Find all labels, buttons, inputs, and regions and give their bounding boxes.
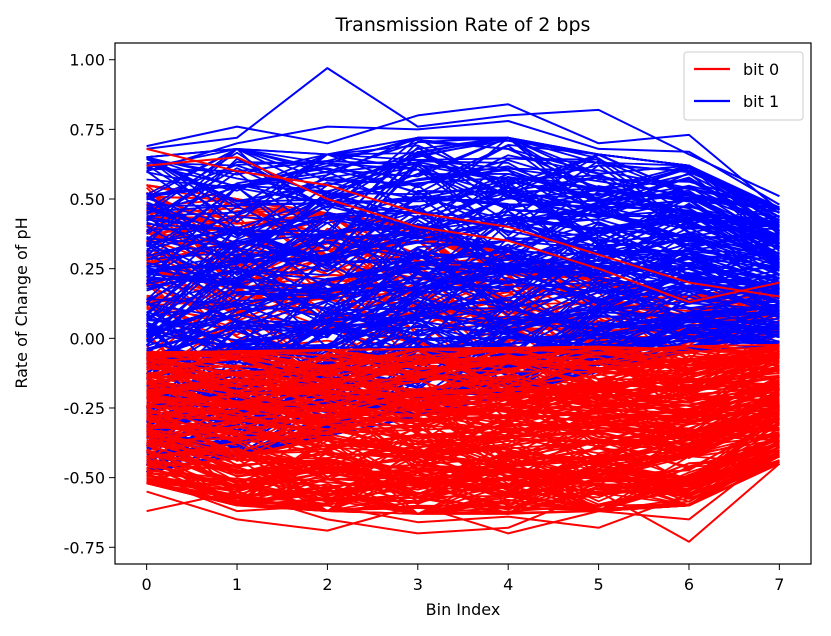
series-line-bit-0 [146,345,780,368]
series-line-bit-1 [146,258,780,349]
x-tick-label: 1 [232,575,242,594]
series-line-bit-0 [146,375,780,421]
series-line-bit-0 [146,367,780,415]
series-lines [145,67,781,543]
y-tick-label: -0.25 [64,399,105,418]
series-line-bit-0 [146,455,780,515]
series-line-bit-0 [146,387,780,435]
series-line-bit-0 [146,434,780,503]
x-tick-label: 7 [774,575,784,594]
x-tick-label: 2 [322,575,332,594]
series-line-bit-0 [146,441,780,498]
series-line-bit-0 [146,386,780,419]
series-line-bit-0 [146,343,780,380]
series-line-bit-1-0 [146,67,780,198]
series-line-bit-1 [146,151,780,241]
series-line-bit-1 [146,156,780,230]
series-line-bit-1 [146,185,780,285]
y-axis-label: Rate of Change of pH [12,217,31,388]
series-line-bit-1 [146,196,780,309]
x-tick-label: 5 [593,575,603,594]
series-line-bit-0 [146,401,780,450]
series-line-bit-0 [146,364,780,419]
series-line-bit-0 [146,427,780,489]
series-line-bit-0 [146,393,780,423]
series-line-bit-1-2 [146,120,780,206]
series-line-bit-0 [146,355,780,401]
x-tick-label: 3 [413,575,423,594]
series-line-bit-1 [146,221,780,292]
series-line-bit-0-5 [146,462,781,543]
series-line-bit-0 [146,402,780,453]
y-axis: 1.00 0.75 0.50 0.25 0.00 -0.25 -0.50 -0.75 [64,51,115,557]
series-line-bit-0 [146,434,780,498]
legend-label-bit-0: bit 0 [743,60,779,79]
y-tick-label: 0.25 [69,260,105,279]
series-line-bit-1 [146,246,780,332]
series-line-bit-1 [146,182,780,284]
series-line-bit-1 [146,136,780,228]
series-line-bit-0-7 [146,459,780,529]
series-line-bit-0 [146,378,780,417]
series-line-bit-1 [146,219,780,293]
x-tick-label: 4 [503,575,513,594]
series-line-bit-1 [146,196,780,278]
series-line-bit-0 [146,436,780,496]
series-line-bit-0 [146,434,780,486]
legend-label-bit-1: bit 1 [743,92,779,111]
series-line-bit-0 [146,350,780,383]
y-tick-label: -0.75 [64,538,105,557]
series-line-bit-1 [146,138,780,209]
chart-title: Transmission Rate of 2 bps [335,14,591,36]
series-line-bit-0 [146,377,780,425]
series-line-bit-1 [146,136,780,216]
series-line-bit-0 [146,419,780,494]
y-tick-label: 1.00 [69,51,105,70]
series-line-bit-1 [146,246,780,343]
series-line-bit-1-1 [146,103,781,211]
plot-frame [114,42,812,565]
series-line-bit-0 [146,385,780,424]
series-line-bit-1 [146,257,780,362]
x-axis-label: Bin Index [426,600,501,619]
series-line-bit-0 [146,454,780,515]
series-line-bit-0-4 [146,156,780,304]
series-line-bit-1 [146,216,780,270]
series-line-bit-0 [146,408,780,444]
x-tick-label: 6 [684,575,694,594]
series-line-bit-0 [146,401,780,463]
series-line-bit-0 [146,445,780,515]
x-tick-label: 0 [142,575,152,594]
series-line-bit-1 [146,210,780,292]
series-line-bit-0 [146,377,780,418]
series-line-bit-0 [146,383,780,417]
series-line-bit-1 [146,190,780,297]
series-line-bit-1 [146,136,780,252]
y-tick-label: -0.50 [64,469,105,488]
series-line-bit-1 [146,248,780,356]
series-line-bit-1 [146,213,780,337]
series-line-bit-1 [146,160,780,263]
y-tick-label: 0.00 [69,329,105,348]
series-line-bit-1 [146,136,780,214]
series-line-bit-1 [146,222,780,337]
series-line-bit-1 [146,167,780,246]
y-tick-label: 0.50 [69,190,105,209]
x-axis: 0 1 2 3 4 5 6 7 [142,564,784,594]
y-tick-label: 0.75 [69,120,105,139]
series-line-bit-0 [146,418,780,449]
legend: bit 0 bit 1 [683,51,804,121]
series-line-bit-0 [146,345,780,375]
series-line-bit-1 [146,175,780,288]
series-line-bit-0-3 [146,147,780,298]
series-line-bit-0 [146,352,780,390]
series-line-bit-0 [146,434,780,495]
series-line-bit-0 [146,425,780,455]
series-line-bit-1 [146,238,780,349]
series-line-bit-0 [146,354,780,400]
